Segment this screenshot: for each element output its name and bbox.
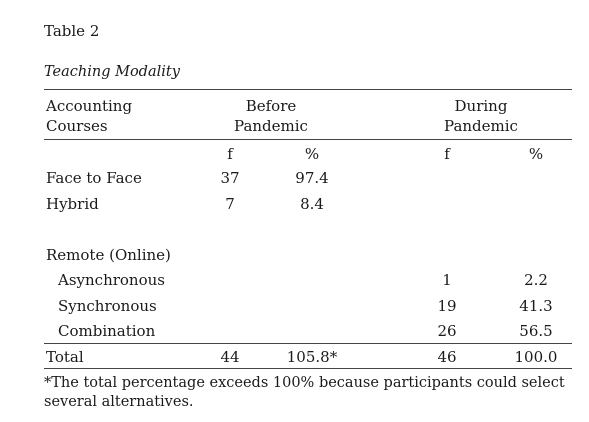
cell-asynchronous-during-pct: 2.2 <box>524 271 548 289</box>
total-rule <box>44 343 572 344</box>
subheader-during-f: f <box>444 145 450 163</box>
cell-total-during-pct: 100.0 <box>514 348 558 366</box>
cell-face-to-face-before-f: 37 <box>220 169 240 187</box>
row-label-combination: Combination <box>58 322 156 340</box>
header-rule <box>44 139 572 140</box>
cell-hybrid-before-pct: 8.4 <box>300 195 324 213</box>
row-label-asynchronous: Asynchronous <box>58 271 165 289</box>
subheader-before-pct: % <box>304 145 320 163</box>
cell-total-before-f: 44 <box>220 348 240 366</box>
footnote-line2: several alternatives. <box>44 394 194 410</box>
header-before-line2: Pandemic <box>234 117 308 135</box>
header-during-line2: Pandemic <box>444 117 518 135</box>
cell-total-before-pct: 105.8* <box>286 348 338 366</box>
cell-synchronous-during-pct: 41.3 <box>519 297 553 315</box>
subheader-during-pct: % <box>528 145 544 163</box>
cell-total-during-f: 46 <box>437 348 457 366</box>
row-label-total: Total <box>46 348 84 366</box>
cell-combination-during-f: 26 <box>437 322 457 340</box>
header-before-line1: Before <box>245 97 297 115</box>
cell-combination-during-pct: 56.5 <box>519 322 553 340</box>
cell-hybrid-before-f: 7 <box>225 195 235 213</box>
cell-asynchronous-during-f: 1 <box>442 271 452 289</box>
top-rule <box>44 89 572 90</box>
row-label-face-to-face: Face to Face <box>46 169 142 187</box>
footnote-line1: *The total percentage exceeds 100% becau… <box>44 375 565 391</box>
header-courses-line2: Courses <box>46 117 108 135</box>
row-label-synchronous: Synchronous <box>58 297 157 315</box>
bottom-rule <box>44 368 572 369</box>
subheader-before-f: f <box>227 145 233 163</box>
header-during-line1: During <box>454 97 508 115</box>
row-label-hybrid: Hybrid <box>46 195 99 213</box>
cell-face-to-face-before-pct: 97.4 <box>295 169 329 187</box>
cell-synchronous-during-f: 19 <box>437 297 457 315</box>
row-label-remote-online: Remote (Online) <box>46 246 171 264</box>
table-title: Teaching Modality <box>44 64 180 80</box>
header-courses-line1: Accounting <box>46 97 133 115</box>
table-label: Table 2 <box>44 22 100 40</box>
